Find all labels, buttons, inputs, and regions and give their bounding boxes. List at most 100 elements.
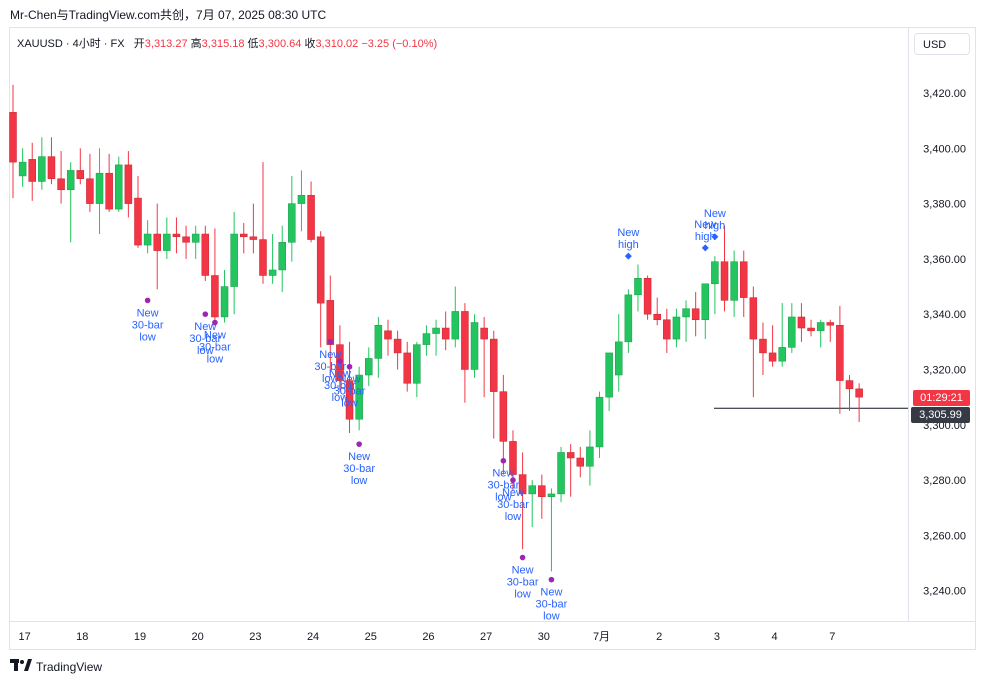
- candle-body[interactable]: [220, 286, 229, 318]
- candle-body[interactable]: [124, 164, 133, 204]
- candle-body[interactable]: [595, 396, 604, 448]
- candle-body[interactable]: [432, 327, 440, 334]
- candle-body[interactable]: [643, 278, 652, 315]
- candle-body[interactable]: [566, 452, 575, 459]
- candle-body[interactable]: [316, 236, 325, 304]
- candle-body[interactable]: [576, 457, 585, 467]
- candle-body[interactable]: [86, 178, 94, 204]
- candle-body[interactable]: [441, 327, 450, 340]
- candle-body[interactable]: [586, 446, 594, 467]
- candle-body[interactable]: [307, 195, 315, 240]
- candle-body[interactable]: [624, 294, 633, 343]
- candle-body[interactable]: [778, 347, 786, 362]
- candle-body[interactable]: [345, 380, 354, 420]
- candle-body[interactable]: [134, 197, 142, 246]
- currency-button[interactable]: USD: [914, 33, 970, 55]
- candle-body[interactable]: [259, 239, 267, 276]
- candle-body[interactable]: [788, 316, 796, 348]
- candle-body[interactable]: [538, 485, 546, 497]
- candle-body[interactable]: [278, 242, 286, 271]
- candle-body[interactable]: [470, 322, 479, 370]
- candle-body[interactable]: [845, 380, 854, 390]
- new-low-label: 30-bar: [132, 319, 164, 331]
- candle-body[interactable]: [499, 391, 508, 442]
- candle-body[interactable]: [518, 474, 527, 495]
- new-high-marker: [701, 244, 709, 252]
- candle-body[interactable]: [230, 233, 238, 287]
- candle-body[interactable]: [38, 156, 46, 182]
- candle-body[interactable]: [172, 233, 181, 238]
- candle-body[interactable]: [422, 333, 431, 345]
- price-tick-label: 3,320.00: [923, 365, 966, 377]
- candle-body[interactable]: [105, 172, 113, 210]
- candle-body[interactable]: [816, 322, 825, 332]
- candle-body[interactable]: [249, 236, 258, 240]
- candle-body[interactable]: [826, 322, 835, 326]
- candle-body[interactable]: [240, 233, 248, 238]
- candle-body[interactable]: [490, 338, 498, 392]
- candle-body[interactable]: [605, 352, 613, 398]
- chart-pane[interactable]: [9, 27, 976, 650]
- candle-body[interactable]: [739, 261, 748, 298]
- new-low-label: 30-bar: [536, 599, 568, 611]
- candle-body[interactable]: [47, 156, 56, 179]
- legend-low-value: 3,300.64: [258, 38, 302, 50]
- candle-body[interactable]: [614, 341, 623, 376]
- candle-body[interactable]: [749, 297, 758, 340]
- candle-body[interactable]: [95, 172, 104, 204]
- candle-body[interactable]: [653, 313, 661, 320]
- candle-body[interactable]: [528, 485, 536, 495]
- legend-symbol[interactable]: XAUUSD · 4小时 · FX: [17, 38, 125, 50]
- candle-body[interactable]: [153, 233, 161, 251]
- candle-body[interactable]: [393, 338, 402, 354]
- candle-body[interactable]: [76, 170, 85, 179]
- candle-body[interactable]: [66, 170, 75, 191]
- candle-body[interactable]: [682, 308, 690, 318]
- candle-body[interactable]: [720, 261, 729, 301]
- candle-body[interactable]: [509, 441, 517, 475]
- candle-body[interactable]: [836, 325, 844, 381]
- candle-body[interactable]: [18, 161, 27, 177]
- candle-body[interactable]: [288, 203, 296, 243]
- candle-body[interactable]: [691, 308, 700, 320]
- candle-body[interactable]: [768, 352, 777, 362]
- candle-body[interactable]: [9, 112, 17, 163]
- candle-body[interactable]: [163, 233, 171, 251]
- candle-body[interactable]: [57, 178, 65, 191]
- candle-body[interactable]: [451, 311, 460, 340]
- candles: [9, 84, 863, 572]
- candle-body[interactable]: [461, 311, 469, 370]
- candle-body[interactable]: [634, 278, 642, 296]
- candle-body[interactable]: [797, 316, 806, 329]
- candle-body[interactable]: [326, 300, 335, 345]
- candle-body[interactable]: [711, 261, 719, 285]
- candle-body[interactable]: [211, 275, 219, 318]
- candle-body[interactable]: [297, 195, 306, 204]
- tradingview-logo[interactable]: TradingView: [10, 659, 102, 674]
- candle-body[interactable]: [374, 325, 383, 359]
- candle-body[interactable]: [268, 269, 277, 276]
- candle-body[interactable]: [403, 352, 411, 384]
- candle-body[interactable]: [355, 374, 363, 420]
- candle-body[interactable]: [191, 233, 200, 243]
- candle-body[interactable]: [807, 327, 815, 332]
- candle-body[interactable]: [759, 338, 767, 354]
- candle-body[interactable]: [201, 233, 210, 276]
- candle-body[interactable]: [730, 261, 738, 301]
- candle-body[interactable]: [413, 344, 421, 384]
- candle-body[interactable]: [115, 164, 123, 210]
- candle-body[interactable]: [384, 330, 392, 340]
- candle-body[interactable]: [855, 388, 863, 398]
- candle-body[interactable]: [547, 493, 556, 497]
- candle-body[interactable]: [365, 358, 373, 376]
- candle-body[interactable]: [663, 319, 671, 340]
- candle-body[interactable]: [182, 236, 190, 243]
- candle-body[interactable]: [672, 316, 681, 340]
- candle-body[interactable]: [28, 159, 36, 182]
- candle-body[interactable]: [701, 283, 710, 320]
- candle-body[interactable]: [143, 233, 152, 246]
- candle-body[interactable]: [557, 452, 565, 495]
- candle-body[interactable]: [480, 327, 488, 340]
